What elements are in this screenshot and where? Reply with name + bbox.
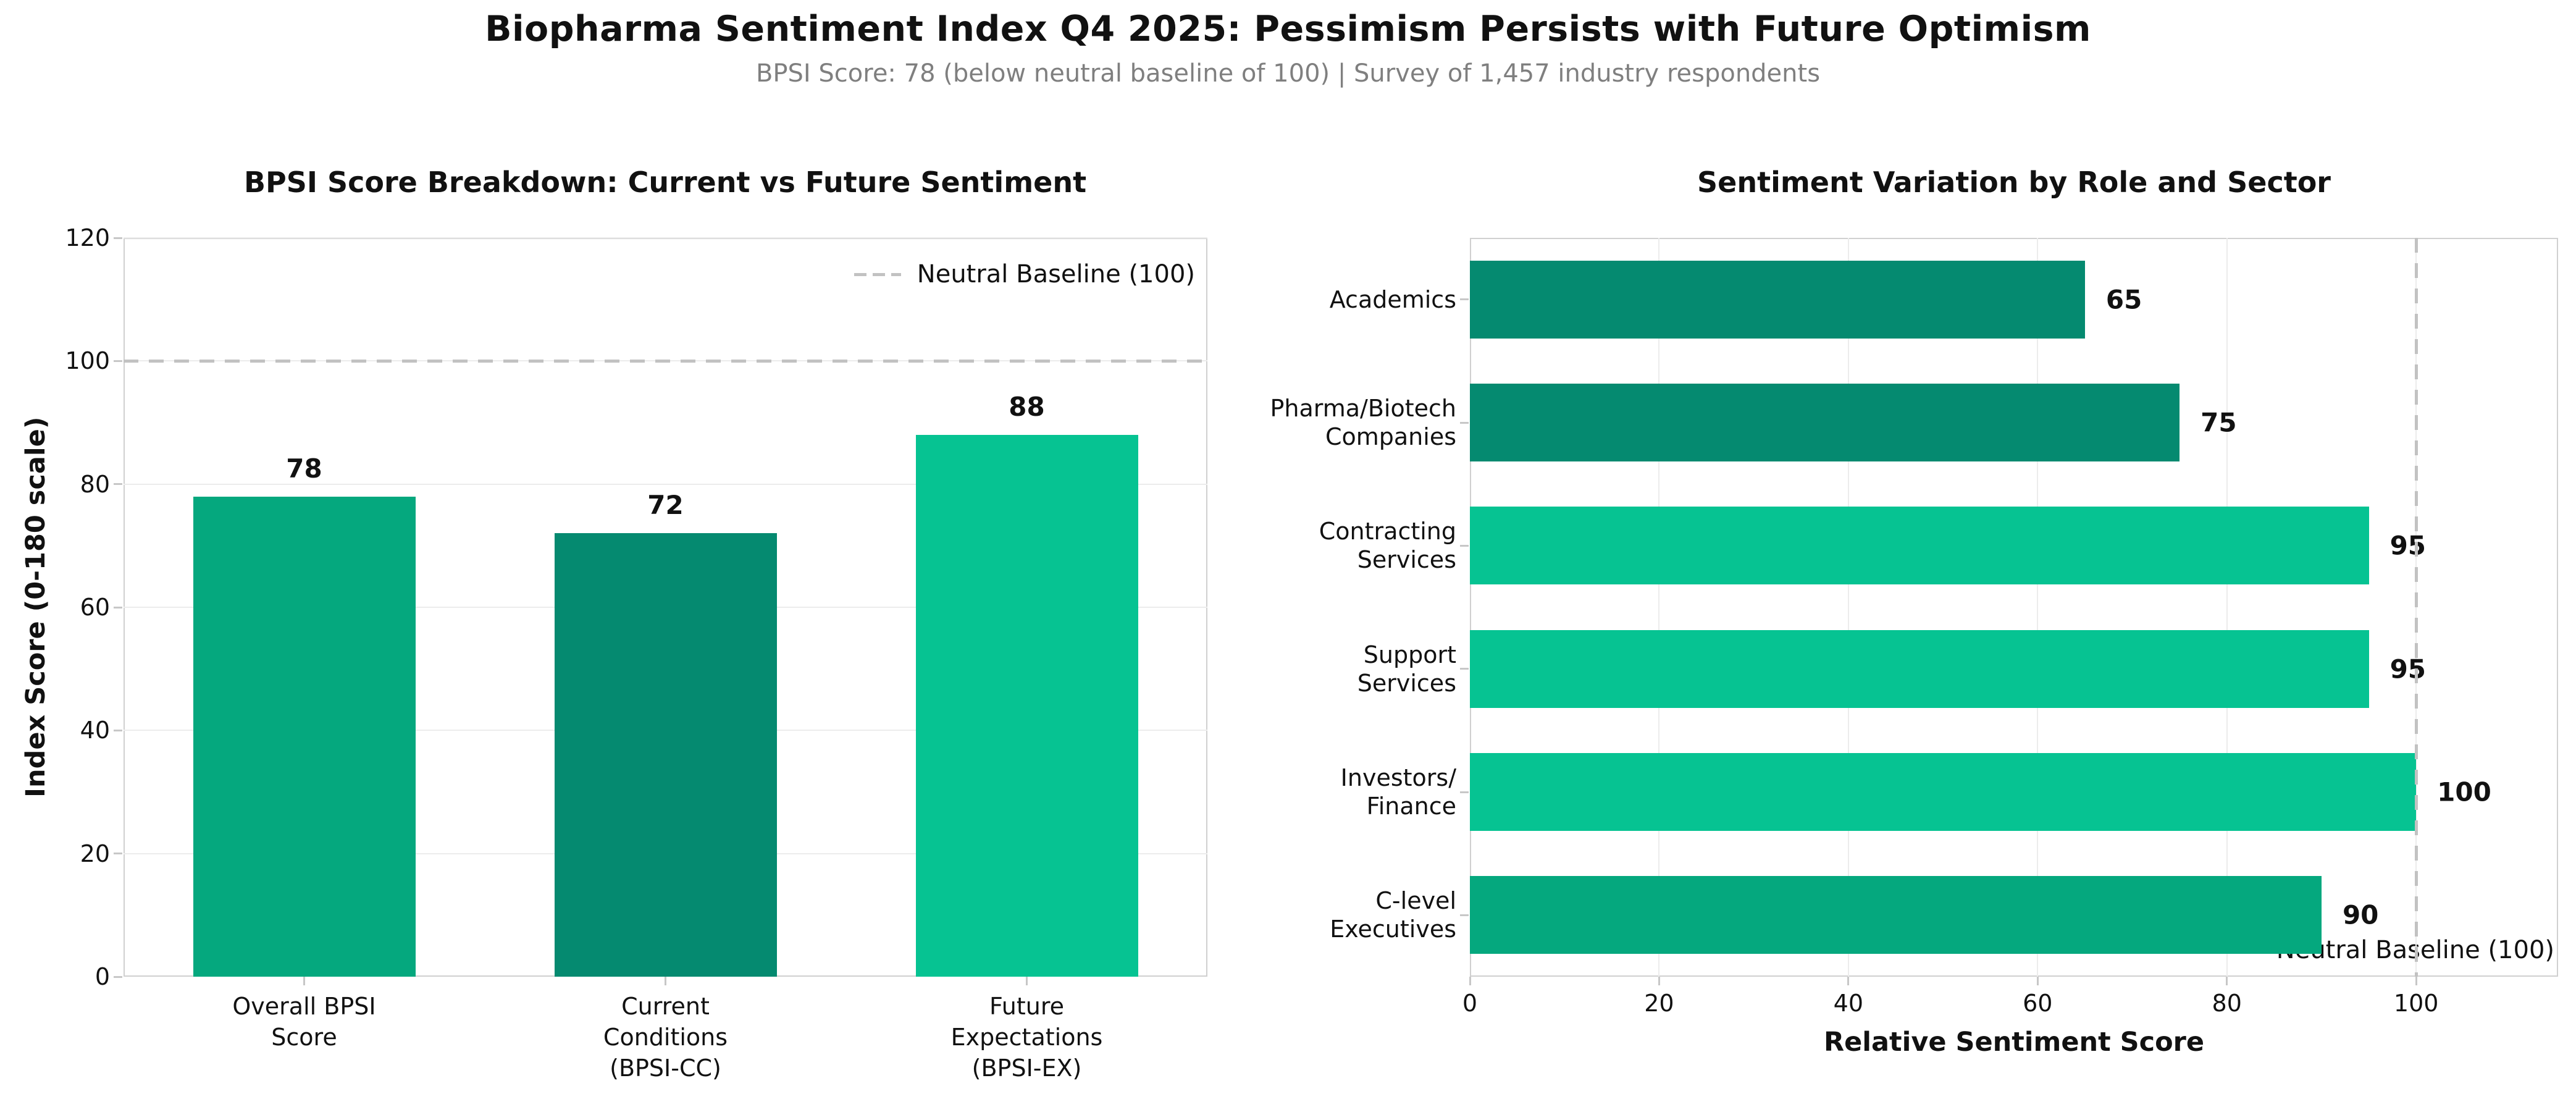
bar-current-conditions-bpsi-cc	[554, 533, 777, 977]
tick-mark	[114, 853, 122, 855]
tick-mark	[1847, 977, 1850, 985]
tick-mark	[1460, 544, 1469, 547]
tick-mark	[1460, 421, 1469, 424]
bar-value-label: 78	[286, 453, 322, 484]
bar-value-label: 65	[2105, 284, 2142, 315]
gridline	[124, 483, 1207, 485]
tick-mark	[665, 977, 666, 985]
tick-mark	[1460, 298, 1469, 301]
y-tick-label: 120	[65, 224, 110, 251]
left-legend-label: Neutral Baseline (100)	[917, 260, 1195, 288]
gridline	[1658, 238, 1660, 977]
right-xaxis-label: Relative Sentiment Score	[1823, 1027, 2205, 1058]
y-tick-label: 40	[80, 717, 110, 744]
category-label: C-level Executives	[1330, 887, 1456, 943]
bar-c-level-executives	[1470, 876, 2322, 954]
y-tick-label: 20	[80, 840, 110, 867]
category-label: Overall BPSI Score	[232, 993, 376, 1051]
tick-mark	[1460, 914, 1469, 916]
bar-value-label: 90	[2342, 899, 2379, 930]
category-label: Academics	[1329, 285, 1456, 313]
neutral-baseline-line	[124, 359, 1207, 363]
bar-value-label: 72	[647, 490, 684, 521]
tick-mark	[303, 977, 305, 985]
x-tick-label: 60	[2023, 990, 2053, 1017]
x-tick-label: 80	[2212, 990, 2242, 1017]
tick-mark	[1460, 791, 1469, 793]
right-chart-title: Sentiment Variation by Role and Sector	[1697, 166, 2331, 199]
tick-mark	[1469, 977, 1471, 985]
gridline	[2037, 238, 2039, 977]
tick-mark	[1460, 668, 1469, 670]
bar-value-label: 95	[2389, 530, 2427, 561]
x-tick-label: 20	[1644, 990, 1674, 1017]
category-label: Pharma/Biotech Companies	[1270, 395, 1456, 450]
y-tick-label: 80	[80, 470, 110, 498]
tick-mark	[114, 606, 122, 608]
gridline	[124, 237, 1207, 238]
dashed-line-legend-marker	[854, 272, 901, 276]
y-tick-label: 60	[80, 594, 110, 621]
category-label: Contracting Services	[1319, 518, 1456, 574]
tick-mark	[114, 729, 122, 731]
category-label: Support Services	[1357, 641, 1456, 697]
x-tick-label: 100	[2393, 990, 2439, 1017]
neutral-baseline-line	[2414, 238, 2418, 977]
bar-support-services	[1470, 630, 2369, 708]
bar-contracting-services	[1470, 507, 2369, 585]
tick-mark	[2226, 977, 2228, 985]
tick-mark	[1658, 977, 1660, 985]
bar-value-label: 95	[2389, 654, 2427, 684]
category-label: Investors/ Finance	[1340, 764, 1456, 820]
y-tick-label: 0	[94, 963, 110, 990]
right-plot-area	[1470, 238, 2558, 977]
bar-investors-finance	[1470, 753, 2417, 831]
tick-mark	[114, 360, 122, 362]
bar-value-label: 100	[2437, 777, 2491, 807]
bar-academics	[1470, 260, 2085, 339]
figure-title: Biopharma Sentiment Index Q4 2025: Pessi…	[485, 9, 2091, 49]
left-chart-legend: Neutral Baseline (100)	[854, 258, 1195, 290]
tick-mark	[114, 483, 122, 486]
gridline	[2226, 238, 2228, 977]
bar-future-expectations-bpsi-ex	[915, 434, 1138, 977]
gridline	[1847, 238, 1849, 977]
bar-value-label: 75	[2201, 407, 2237, 438]
tick-mark	[114, 237, 122, 239]
tick-mark	[1026, 977, 1028, 985]
bar-overall-bpsi-score	[193, 496, 416, 977]
category-label: Current Conditions (BPSI-CC)	[603, 993, 728, 1082]
category-label: Future Expectations (BPSI-EX)	[950, 993, 1103, 1082]
x-tick-label: 40	[1833, 990, 1864, 1017]
bar-pharma-biotech-companies	[1470, 384, 2180, 461]
bar-value-label: 88	[1009, 391, 1045, 422]
y-tick-label: 100	[65, 347, 110, 375]
tick-mark	[2036, 977, 2039, 985]
tick-mark	[114, 975, 122, 978]
figure-subtitle: BPSI Score: 78 (below neutral baseline o…	[755, 59, 1821, 88]
tick-mark	[2415, 977, 2417, 985]
x-tick-label: 0	[1462, 990, 1478, 1017]
left-chart-title: BPSI Score Breakdown: Current vs Future …	[243, 166, 1087, 199]
